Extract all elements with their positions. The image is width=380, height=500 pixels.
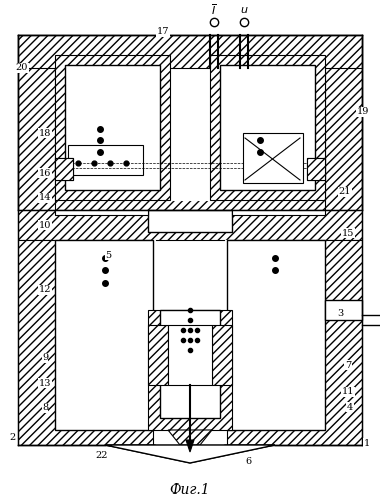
Bar bbox=[55, 55, 170, 200]
Text: $u$: $u$ bbox=[240, 5, 248, 15]
Text: 15: 15 bbox=[342, 228, 354, 237]
Text: 4: 4 bbox=[347, 402, 353, 411]
Bar bbox=[68, 145, 143, 175]
Bar bbox=[243, 133, 303, 183]
Bar bbox=[227, 240, 362, 445]
Text: 17: 17 bbox=[157, 28, 169, 36]
Bar bbox=[325, 300, 362, 320]
Bar bbox=[65, 65, 160, 190]
Polygon shape bbox=[168, 430, 212, 445]
Bar bbox=[18, 35, 362, 68]
Bar bbox=[160, 310, 220, 418]
Bar bbox=[55, 158, 73, 180]
Bar bbox=[210, 55, 325, 200]
Text: 18: 18 bbox=[39, 128, 51, 138]
Polygon shape bbox=[105, 445, 190, 463]
Text: 5: 5 bbox=[105, 250, 111, 260]
Text: 3: 3 bbox=[337, 308, 343, 318]
Text: 14: 14 bbox=[39, 194, 51, 202]
Text: 6: 6 bbox=[245, 458, 251, 466]
Bar bbox=[18, 210, 362, 240]
Bar bbox=[212, 325, 232, 385]
Bar bbox=[55, 45, 325, 200]
Text: 11: 11 bbox=[342, 388, 354, 396]
Bar bbox=[18, 35, 55, 210]
Text: 8: 8 bbox=[42, 404, 48, 412]
Bar bbox=[148, 210, 232, 232]
Bar bbox=[55, 158, 73, 180]
Text: 1: 1 bbox=[364, 438, 370, 448]
Text: Фиг.1: Фиг.1 bbox=[170, 483, 210, 497]
Bar bbox=[18, 35, 362, 210]
Bar bbox=[225, 240, 325, 430]
Bar bbox=[232, 210, 325, 215]
Text: 7: 7 bbox=[345, 360, 351, 370]
Text: 9: 9 bbox=[42, 354, 48, 362]
Text: 22: 22 bbox=[96, 450, 108, 460]
Bar bbox=[168, 325, 212, 385]
Bar bbox=[220, 65, 315, 190]
Bar bbox=[55, 240, 153, 430]
Bar bbox=[307, 158, 325, 180]
Bar bbox=[307, 158, 325, 180]
Polygon shape bbox=[105, 445, 275, 463]
Polygon shape bbox=[186, 440, 194, 452]
Text: 10: 10 bbox=[39, 220, 51, 230]
Bar bbox=[325, 35, 362, 210]
Text: 19: 19 bbox=[357, 108, 369, 116]
Bar bbox=[148, 325, 168, 385]
Text: 2: 2 bbox=[9, 432, 15, 442]
Text: 21: 21 bbox=[339, 188, 351, 196]
Bar bbox=[18, 240, 153, 445]
Bar bbox=[148, 310, 232, 430]
Bar bbox=[55, 240, 155, 430]
Text: 12: 12 bbox=[39, 286, 51, 294]
Polygon shape bbox=[190, 445, 275, 463]
Text: 20: 20 bbox=[16, 64, 28, 72]
Text: $\overline{I}$: $\overline{I}$ bbox=[211, 2, 217, 18]
Bar bbox=[55, 210, 148, 215]
Text: 13: 13 bbox=[39, 378, 51, 388]
Bar bbox=[227, 240, 325, 430]
Text: 16: 16 bbox=[39, 168, 51, 177]
